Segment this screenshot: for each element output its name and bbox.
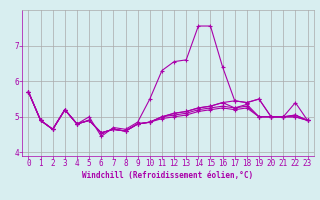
- X-axis label: Windchill (Refroidissement éolien,°C): Windchill (Refroidissement éolien,°C): [83, 171, 253, 180]
